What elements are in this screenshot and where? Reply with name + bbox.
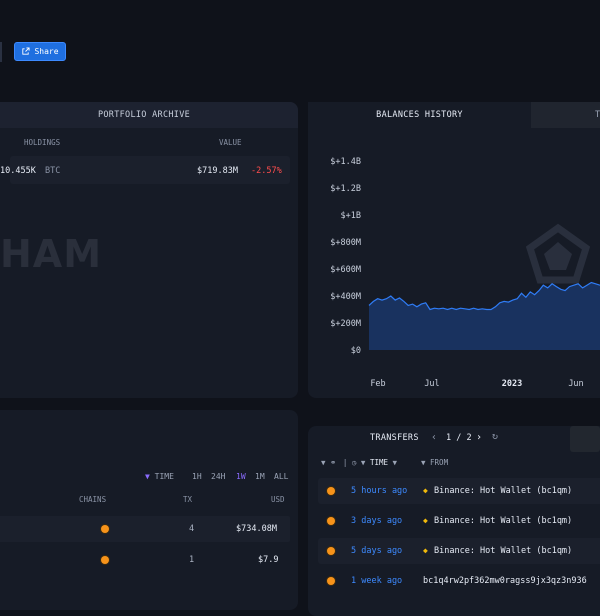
balances-chart: $+1.4B $+1.2B $+1B $+800M $+600M $+400M $+200M… [330, 157, 600, 389]
divider: | [342, 458, 348, 467]
from-filter[interactable]: ▼ FROM [421, 458, 448, 467]
transfer-time-link[interactable]: 3 days ago [351, 516, 403, 526]
bitcoin-chain-icon [101, 556, 109, 564]
page-indicator: 1 / 2 [446, 433, 472, 443]
bitcoin-chain-icon [327, 487, 335, 495]
y-tick-label: $+1B [341, 211, 361, 221]
tab-secondary[interactable]: T [531, 102, 600, 128]
bitcoin-chain-icon [101, 525, 109, 533]
range-24h[interactable]: 24H [211, 472, 226, 481]
transfer-time-link[interactable]: 5 hours ago [351, 486, 408, 496]
filter-button[interactable] [570, 426, 600, 452]
usd-column-header[interactable]: USD [271, 495, 285, 504]
transfers-title: TRANSFERS [370, 433, 419, 443]
filter-down-icon: ▼ [321, 458, 326, 467]
binance-icon: ◆ [423, 546, 428, 555]
range-all[interactable]: ALL [274, 472, 289, 481]
from-entity[interactable]: Binance: Hot Wallet (bc1qm) [434, 546, 573, 556]
y-tick-label: $+400M [330, 292, 361, 302]
tx-count: 4 [189, 524, 195, 534]
transfer-row[interactable] [318, 538, 600, 564]
y-tick-label: $+800M [330, 238, 361, 248]
transfer-time-link[interactable]: 1 week ago [351, 576, 403, 586]
share-button[interactable]: Share [14, 42, 66, 61]
link-icon: ⚭ [330, 458, 337, 467]
range-1m[interactable]: 1M [255, 472, 265, 481]
portfolio-panel: PORTFOLIO ARCHIVE [0, 102, 298, 398]
toolbar-button-edge[interactable] [0, 42, 2, 62]
bitcoin-chain-icon [327, 547, 335, 555]
filter-down-icon: ▼ [421, 458, 426, 467]
usd-value: $734.08M [236, 524, 277, 534]
holding-value: $719.83M [197, 166, 238, 176]
tab-balances-history[interactable]: BALANCES HISTORY [308, 102, 531, 128]
bitcoin-chain-icon [327, 577, 335, 585]
time-filter-label: TIME [154, 472, 174, 481]
x-tick-label: 2023 [502, 379, 522, 389]
holdings-column-header[interactable]: HOLDINGS [24, 138, 61, 147]
y-tick-label: $0 [351, 346, 361, 356]
usd-value: $7.9 [258, 555, 279, 565]
from-filter-label: FROM [430, 458, 449, 467]
sort-down-icon: ▼ [392, 458, 398, 467]
transfer-row[interactable] [318, 478, 600, 504]
clock-icon: ◷ [351, 458, 357, 467]
portfolio-title: PORTFOLIO ARCHIVE [0, 102, 298, 128]
tx-column-header[interactable]: TX [183, 495, 193, 504]
table-row[interactable] [0, 546, 290, 572]
portfolio-row[interactable] [10, 156, 290, 184]
time-filter-label: TIME [369, 458, 388, 467]
tx-count: 1 [189, 555, 195, 565]
from-address[interactable]: bc1q4rw2pf362mw0ragss9jx3qz3n936 [423, 576, 587, 586]
time-filter[interactable]: ▼ TIME [145, 472, 174, 481]
value-column-header[interactable]: VALUE [219, 138, 242, 147]
balance-area [369, 282, 600, 350]
y-tick-label: $+200M [330, 319, 361, 329]
y-tick-label: $+1.4B [330, 157, 361, 167]
transfer-time-link[interactable]: 5 days ago [351, 546, 403, 556]
watermark-logo: HAM [0, 232, 103, 276]
counterparties-panel [0, 410, 298, 610]
range-1h[interactable]: 1H [192, 472, 202, 481]
holding-change: -2.57% [251, 166, 282, 176]
y-tick-label: $+1.2B [330, 184, 361, 194]
balance-line [368, 281, 600, 311]
refresh-icon[interactable]: ↻ [492, 431, 499, 442]
holding-amount: 10.455K [0, 166, 36, 176]
chains-column-header[interactable]: CHAINS [79, 495, 107, 504]
watermark-logo-icon [525, 223, 591, 284]
binance-icon: ◆ [423, 516, 428, 525]
share-label: Share [34, 47, 59, 56]
table-row[interactable] [0, 516, 290, 542]
transfers-panel [308, 426, 600, 616]
from-entity[interactable]: Binance: Hot Wallet (bc1qm) [434, 486, 573, 496]
y-tick-label: $+600M [330, 265, 361, 275]
x-tick-label: Jun [568, 379, 583, 389]
sort-down-icon: ▼ [145, 472, 150, 481]
next-page-icon[interactable]: › [476, 432, 483, 443]
bitcoin-chain-icon [327, 517, 335, 525]
filter-icons[interactable]: ▼ ⚭ | ◷ ▼ TIME ▼ [321, 458, 397, 467]
holding-symbol: BTC [45, 166, 61, 176]
x-tick-label: Feb [370, 379, 385, 389]
prev-page-icon[interactable]: ‹ [431, 432, 438, 443]
external-link-icon [22, 47, 31, 55]
x-tick-label: Jul [424, 379, 439, 389]
from-entity[interactable]: Binance: Hot Wallet (bc1qm) [434, 516, 573, 526]
range-1w[interactable]: 1W [236, 472, 246, 481]
binance-icon: ◆ [423, 486, 428, 495]
sort-down-icon: ▼ [360, 458, 366, 467]
